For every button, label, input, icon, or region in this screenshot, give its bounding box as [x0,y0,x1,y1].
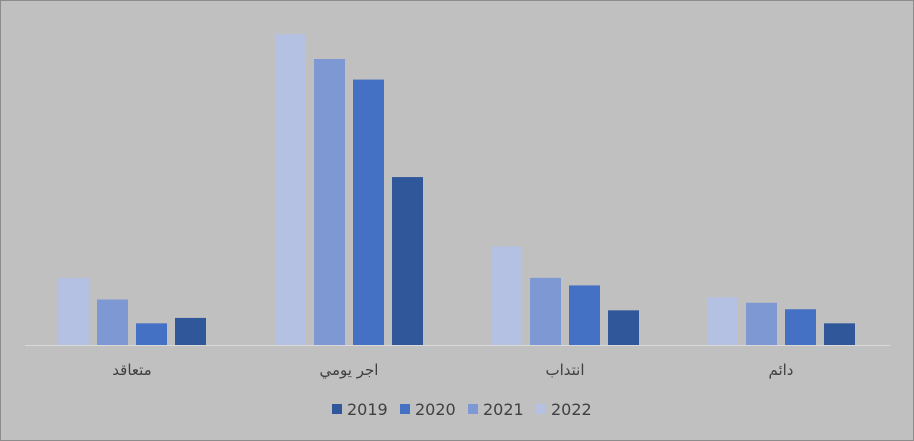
bar-2019-4 [824,323,855,345]
bar-2021-1 [97,299,128,345]
bar-2022-4 [707,297,738,345]
legend-label-2022: 2022 [551,400,592,419]
legend-swatch-2021 [468,404,478,414]
legend-label-2021: 2021 [483,400,524,419]
category-label: متعاقد [112,361,151,379]
bar-2022-2 [275,34,306,345]
legend-label-2020: 2020 [415,400,456,419]
bar-2020-2 [353,79,384,345]
bar-2021-3 [530,277,561,345]
bar-2020-1 [136,323,167,345]
legend-swatch-2019 [332,404,342,414]
bar-2019-1 [175,317,206,345]
bar-2022-1 [58,277,89,345]
legend-swatch-2022 [536,404,546,414]
bar-2022-3 [491,246,522,345]
bar-2021-4 [746,302,777,345]
legend-label-2019: 2019 [347,400,388,419]
bars-group [58,34,855,345]
legend: 2019 2020 2021 2022 [332,400,592,419]
category-labels: متعاقد اجر يومي انتداب دائم [112,361,793,380]
bar-2019-3 [608,310,639,345]
bar-2020-4 [785,309,816,345]
category-label: انتداب [545,361,584,379]
category-label: اجر يومي [320,361,379,380]
bar-2020-3 [569,285,600,345]
bar-2021-2 [314,59,345,345]
category-label: دائم [768,361,793,379]
legend-swatch-2020 [400,404,410,414]
bar-2019-2 [392,177,423,345]
